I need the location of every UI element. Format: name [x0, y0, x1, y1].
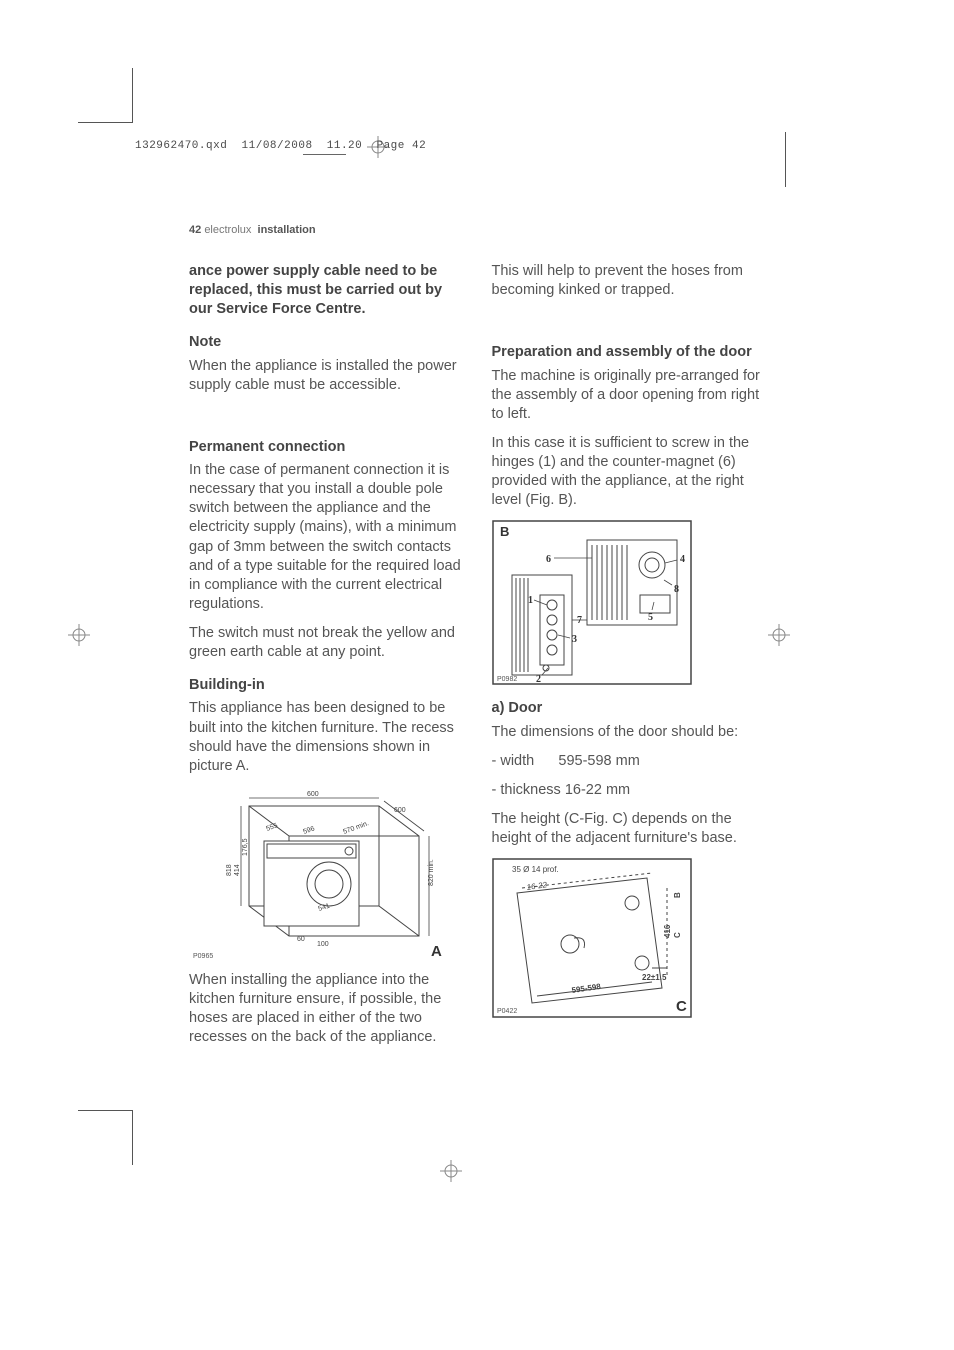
note-text: When the appliance is installed the powe… — [189, 357, 462, 395]
continuation-para: ance power supply cable need to be repla… — [189, 262, 462, 319]
door-block: a) Door The dimensions of the door shoul… — [492, 699, 765, 1018]
figA-dim-600b: 600 — [394, 807, 406, 814]
building-in-p2: When installing the appliance into the k… — [189, 971, 462, 1048]
door-p2: The height (C-Fig. C) depends on the hei… — [492, 810, 765, 848]
col2-p1: This will help to prevent the hoses from… — [492, 262, 765, 300]
page-number: 42 — [189, 224, 201, 236]
figA-ref: P0965 — [193, 953, 213, 960]
registration-mark-left — [68, 624, 90, 646]
section-name: installation — [258, 224, 316, 236]
print-header: 132962470.qxd 11/08/2008 11.20 Page 42 — [135, 140, 426, 152]
brand-name: electrolux — [204, 224, 251, 236]
door-thickness: - thickness 16-22 mm — [492, 781, 765, 800]
registration-mark-right — [768, 624, 790, 646]
running-head: 42 electrolux installation — [189, 224, 764, 236]
figB-label: B — [500, 524, 509, 539]
header-filename: 132962470.qxd — [135, 140, 227, 152]
figC-dim-416: 416 — [663, 924, 672, 938]
note-heading: Note — [189, 333, 462, 352]
figure-c: 35 Ø 14 prof. 16-22 595-598 416 22±1,5 B… — [492, 858, 752, 1018]
permanent-connection-p2: The switch must not break the yellow and… — [189, 624, 462, 662]
figC-dim-22: 22±1,5 — [642, 973, 667, 982]
figA-dim-600a: 600 — [307, 791, 319, 798]
two-column-body: ance power supply cable need to be repla… — [189, 262, 764, 1047]
door-p1: The dimensions of the door should be: — [492, 723, 765, 742]
figA-label: A — [431, 943, 442, 960]
figB-ref: P0982 — [497, 676, 517, 683]
figC-dim-prof: 35 Ø 14 prof. — [512, 865, 559, 874]
figA-dim-176: 176,5 — [242, 838, 249, 856]
figC-label: C — [676, 998, 687, 1015]
building-in-p1: This appliance has been designed to be b… — [189, 699, 462, 776]
preparation-p2: In this case it is sufficient to screw i… — [492, 434, 765, 511]
preparation-heading: Preparation and assembly of the door — [492, 343, 765, 362]
header-time: 11.20 — [327, 140, 363, 152]
figA-dim-596: 596 — [302, 825, 315, 836]
figure-b: B — [492, 520, 752, 685]
figA-dim-818: 818 — [226, 864, 233, 876]
figC-dim-595: 595-598 — [571, 982, 602, 995]
figB-c8: 8 — [674, 584, 679, 595]
door-width: - width 595-598 mm — [492, 752, 765, 771]
figB-c7: 7 — [577, 615, 582, 626]
figA-dim-820min: 820 min. — [428, 859, 435, 886]
preparation-p1: The machine is originally pre-arranged f… — [492, 367, 765, 424]
figure-a: 600 600 555 596 570 min. 820 min. 818 41… — [189, 786, 449, 961]
figC-dim-C: C — [673, 932, 682, 938]
crop-mark-tr — [785, 132, 800, 187]
figA-dim-60: 60 — [297, 936, 305, 943]
crop-mark-tl2 — [118, 68, 133, 123]
registration-mark-bottom — [440, 1160, 462, 1182]
figB-c3: 3 — [572, 634, 577, 645]
figC-dim-B: B — [673, 892, 682, 898]
building-in-block: Building-in This appliance has been desi… — [189, 676, 462, 1047]
figA-dim-100: 100 — [317, 941, 329, 948]
figC-ref: P0422 — [497, 1008, 517, 1015]
figB-c2: 2 — [536, 674, 541, 685]
content-area: 42 electrolux installation ance power su… — [189, 224, 764, 1047]
figB-c5: 5 — [648, 612, 653, 623]
figA-dim-555: 555 — [265, 822, 278, 833]
permanent-connection-heading: Permanent connection — [189, 438, 462, 457]
building-in-heading: Building-in — [189, 676, 462, 695]
permanent-connection-p1: In the case of permanent connection it i… — [189, 461, 462, 614]
figA-dim-570: 570 min. — [342, 820, 370, 836]
figB-c4: 4 — [680, 554, 685, 565]
header-date: 11/08/2008 — [242, 140, 313, 152]
door-heading: a) Door — [492, 699, 765, 718]
figB-c6: 6 — [546, 554, 551, 565]
page: 132962470.qxd 11/08/2008 11.20 Page 42 4… — [0, 0, 954, 1350]
header-page: Page 42 — [376, 140, 426, 152]
figB-c1: 1 — [528, 595, 533, 606]
crop-mark-bl2 — [118, 1110, 133, 1165]
figA-dim-414: 414 — [234, 864, 241, 876]
header-underline — [303, 154, 346, 155]
